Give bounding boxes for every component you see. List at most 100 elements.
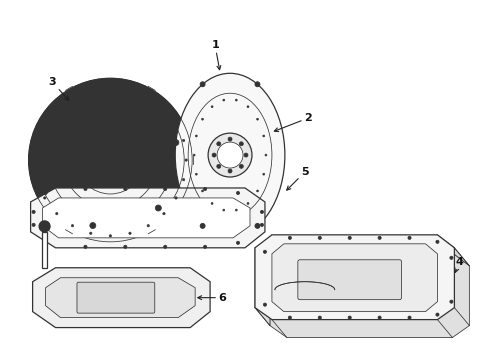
- Circle shape: [216, 165, 220, 168]
- Circle shape: [246, 106, 248, 108]
- Circle shape: [174, 197, 177, 199]
- Circle shape: [193, 154, 195, 156]
- Circle shape: [318, 236, 321, 239]
- Circle shape: [44, 192, 47, 194]
- Circle shape: [262, 173, 264, 175]
- Circle shape: [123, 187, 127, 190]
- Circle shape: [109, 83, 111, 85]
- Circle shape: [263, 303, 266, 306]
- Circle shape: [163, 105, 165, 108]
- Circle shape: [407, 236, 410, 239]
- Polygon shape: [254, 248, 269, 325]
- Circle shape: [347, 236, 350, 239]
- Circle shape: [195, 173, 197, 175]
- Circle shape: [89, 232, 92, 234]
- Circle shape: [256, 190, 258, 192]
- Text: 2: 2: [274, 113, 311, 132]
- Polygon shape: [269, 253, 468, 338]
- Circle shape: [163, 245, 166, 248]
- Text: 1: 1: [211, 40, 221, 70]
- Circle shape: [182, 139, 184, 141]
- Circle shape: [182, 179, 184, 181]
- Circle shape: [235, 209, 237, 211]
- Circle shape: [211, 106, 213, 108]
- Circle shape: [223, 99, 224, 101]
- Circle shape: [449, 300, 452, 303]
- Circle shape: [239, 165, 243, 168]
- Circle shape: [235, 99, 237, 101]
- Circle shape: [262, 135, 264, 137]
- Circle shape: [60, 109, 65, 115]
- Circle shape: [90, 140, 130, 180]
- Circle shape: [42, 175, 48, 181]
- Text: 6: 6: [197, 293, 225, 303]
- Circle shape: [264, 154, 266, 156]
- Circle shape: [195, 135, 197, 137]
- Circle shape: [42, 226, 47, 232]
- Circle shape: [173, 140, 179, 145]
- Circle shape: [43, 121, 46, 123]
- Circle shape: [90, 222, 96, 229]
- Circle shape: [155, 205, 161, 211]
- Circle shape: [174, 121, 177, 123]
- Circle shape: [212, 153, 216, 157]
- Circle shape: [44, 241, 47, 244]
- Polygon shape: [437, 235, 468, 266]
- Circle shape: [260, 223, 263, 226]
- Circle shape: [123, 245, 127, 248]
- Circle shape: [105, 155, 115, 165]
- Circle shape: [32, 223, 35, 226]
- Circle shape: [39, 221, 50, 232]
- Circle shape: [435, 240, 438, 243]
- Circle shape: [147, 225, 149, 227]
- Circle shape: [56, 212, 58, 215]
- Circle shape: [260, 210, 263, 213]
- Circle shape: [163, 212, 165, 215]
- Circle shape: [288, 236, 291, 239]
- Circle shape: [263, 250, 266, 253]
- Circle shape: [244, 153, 247, 157]
- Circle shape: [435, 313, 438, 316]
- Circle shape: [83, 245, 87, 248]
- Circle shape: [236, 241, 239, 244]
- Polygon shape: [45, 278, 195, 318]
- Polygon shape: [42, 198, 249, 238]
- Ellipse shape: [217, 142, 243, 168]
- Circle shape: [288, 316, 291, 319]
- Circle shape: [347, 316, 350, 319]
- Circle shape: [377, 316, 381, 319]
- Circle shape: [147, 93, 149, 96]
- Circle shape: [203, 245, 206, 248]
- Circle shape: [100, 150, 120, 170]
- Circle shape: [254, 224, 260, 228]
- Circle shape: [71, 93, 74, 96]
- Text: 4: 4: [454, 257, 462, 272]
- Circle shape: [377, 236, 381, 239]
- Circle shape: [29, 78, 192, 242]
- Circle shape: [163, 187, 166, 190]
- Circle shape: [128, 86, 131, 88]
- Circle shape: [32, 210, 35, 213]
- Circle shape: [71, 225, 74, 227]
- Polygon shape: [33, 268, 210, 328]
- FancyBboxPatch shape: [77, 282, 154, 313]
- Circle shape: [89, 86, 92, 88]
- Circle shape: [184, 159, 187, 161]
- Circle shape: [201, 190, 203, 192]
- Bar: [42, 232, 47, 268]
- Circle shape: [43, 197, 46, 199]
- Circle shape: [256, 118, 258, 120]
- Circle shape: [203, 187, 206, 190]
- Circle shape: [109, 235, 111, 237]
- Circle shape: [56, 105, 58, 108]
- FancyBboxPatch shape: [297, 260, 401, 300]
- Circle shape: [33, 159, 36, 161]
- Polygon shape: [31, 188, 264, 248]
- Circle shape: [200, 224, 204, 228]
- Polygon shape: [271, 244, 437, 312]
- Circle shape: [36, 139, 38, 141]
- Circle shape: [227, 137, 232, 141]
- Circle shape: [125, 91, 131, 98]
- Circle shape: [200, 82, 204, 87]
- Ellipse shape: [175, 73, 285, 237]
